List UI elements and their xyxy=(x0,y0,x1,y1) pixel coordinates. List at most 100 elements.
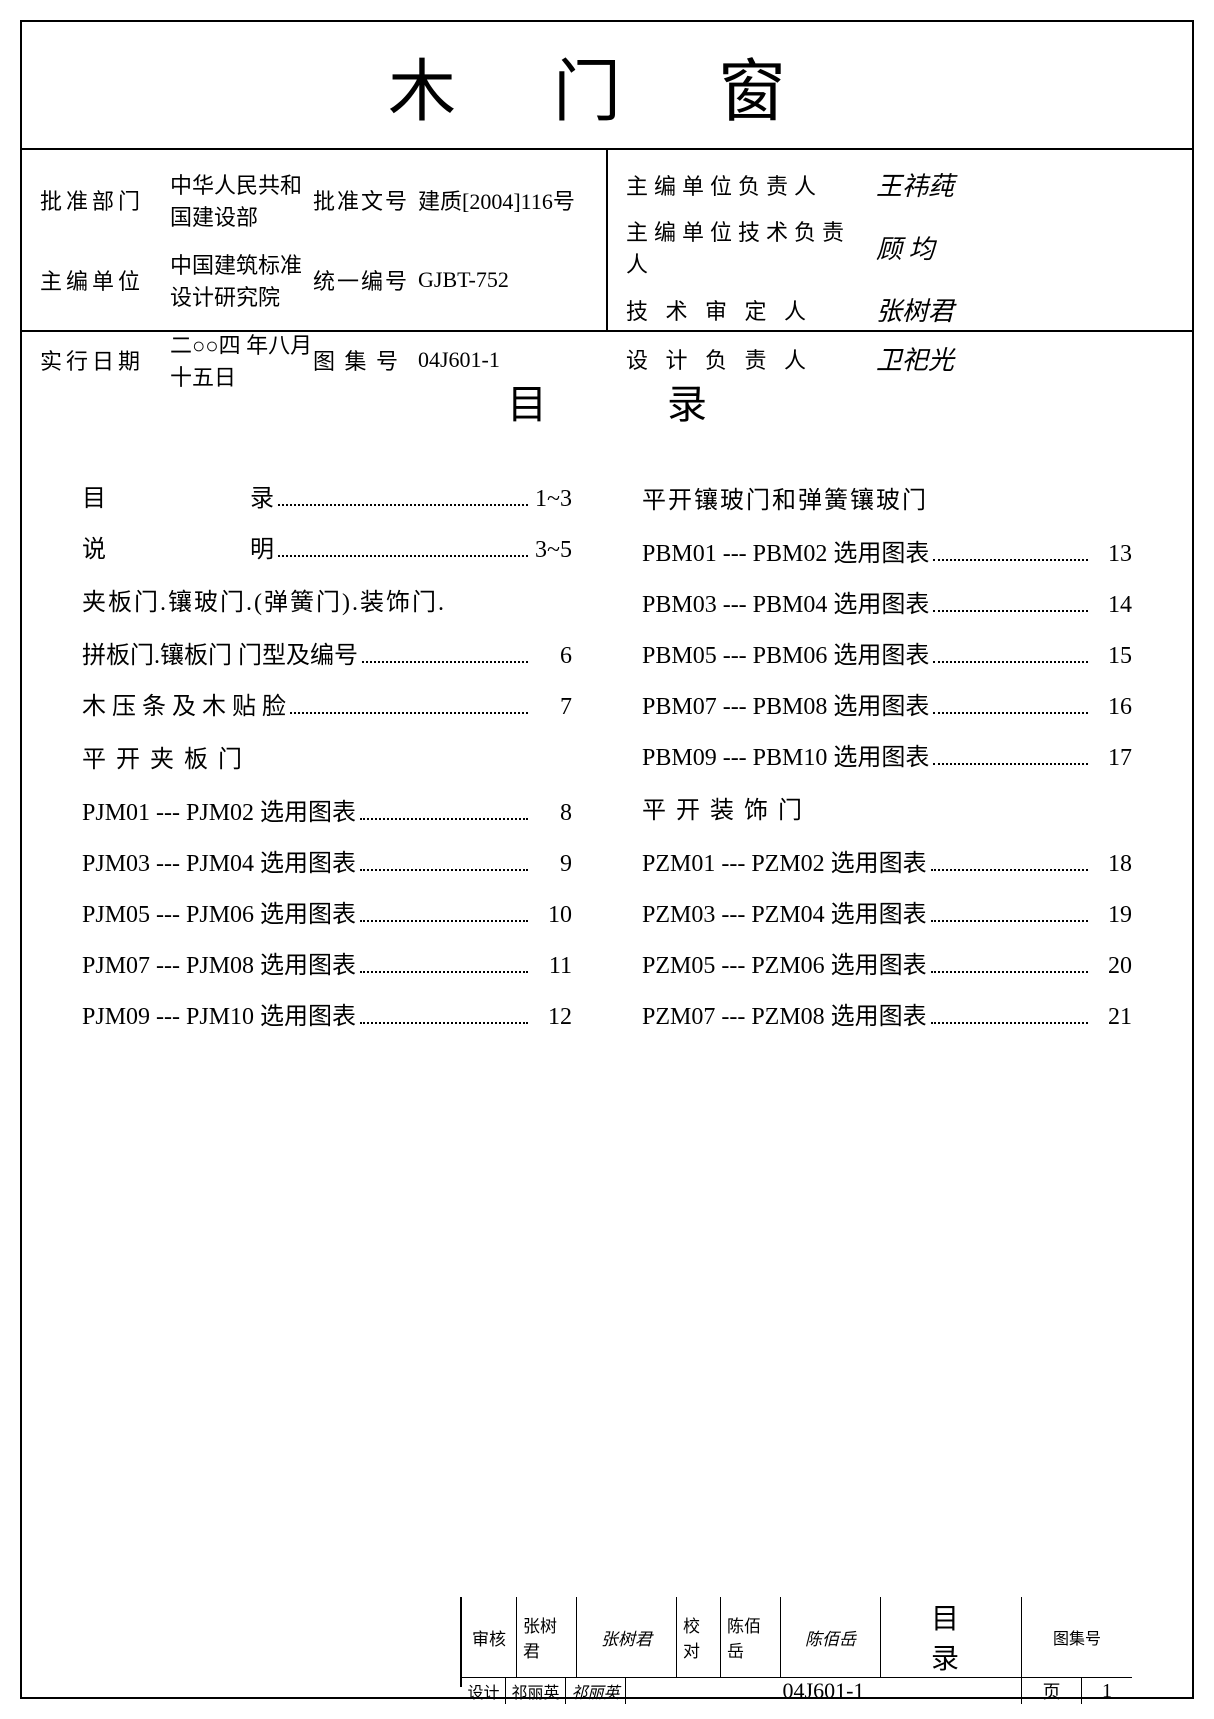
toc-item: PBM03 --- PBM04 选用图表 14 xyxy=(642,576,1132,627)
info-code: 建质[2004]116号 xyxy=(418,184,588,216)
footer-titleblock: 审核 张树君 张树君 校对 陈佰岳 陈佰岳 目录 图集号 设计 祁丽英 祁丽英 … xyxy=(460,1597,1132,1687)
toc-item-page: 11 xyxy=(532,953,572,980)
toc-item-page: 10 xyxy=(532,902,572,929)
toc-item-dots xyxy=(290,712,528,714)
info-row: 主编单位 中国建筑标准设计研究院 统一编号 GJBT-752 xyxy=(40,240,588,320)
toc-item: PBM01 --- PBM02 选用图表13 xyxy=(642,525,1132,576)
toc-item-page: 7 xyxy=(532,694,572,721)
toc-item: PJM01 --- PJM02 选用图表8 xyxy=(82,784,572,835)
footer-cell: 校对 xyxy=(677,1597,721,1677)
toc-item-label: 木 压 条 及 木 贴 脸 xyxy=(82,686,286,721)
toc-item-dots xyxy=(278,555,528,557)
toc-text: 夹板门.镶玻门.(弹簧门).装饰门. xyxy=(82,572,572,627)
toc-item-dots xyxy=(360,1022,528,1024)
toc-item-page: 18 xyxy=(1092,851,1132,878)
toc-item-label: PZM03 --- PZM04 选用图表 xyxy=(642,894,927,929)
info-code-label: 统一编号 xyxy=(313,264,418,296)
toc-item-page: 16 xyxy=(1092,694,1132,721)
toc-item-page: 1~3 xyxy=(532,486,572,513)
toc-item-label: PJM09 --- PJM10 选用图表 xyxy=(82,996,356,1031)
toc-columns: 目 录1~3说 明3~5夹板门.镶玻门.(弹簧门).装饰门.拼板门.镶板门 门型… xyxy=(82,470,1132,1597)
toc-item-label: PBM03 --- PBM04 选用图表 xyxy=(642,584,929,619)
toc-item-dots xyxy=(933,763,1088,765)
info-label: 批准部门 xyxy=(40,184,170,216)
toc-item-dots xyxy=(360,920,528,922)
toc-item: 目 录1~3 xyxy=(82,470,572,521)
toc-item-dots xyxy=(278,504,528,506)
footer-codelabel: 图集号 xyxy=(1022,1597,1132,1677)
sig-label: 技 术 审 定 人 xyxy=(626,294,876,326)
toc-item: PBM05 --- PBM06 选用图表15 xyxy=(642,627,1132,678)
toc-item-page: 3~5 xyxy=(532,537,572,564)
footer-cell: 陈佰岳 xyxy=(721,1597,781,1677)
toc-main: 目录 目 录1~3说 明3~5夹板门.镶玻门.(弹簧门).装饰门.拼板门.镶板门… xyxy=(22,332,1192,1697)
footer-row-top: 审核 张树君 张树君 校对 陈佰岳 陈佰岳 目录 图集号 xyxy=(462,1597,1132,1678)
info-right: 主编单位负责人 王祎莼 主编单位技术负责人 顾 均 技 术 审 定 人 张树君 … xyxy=(608,150,1192,330)
toc-heading: 平开镶玻门和弹簧镶玻门 xyxy=(642,470,1132,525)
toc-item-dots xyxy=(931,920,1088,922)
toc-item-page: 17 xyxy=(1092,745,1132,772)
toc-item-page: 6 xyxy=(532,643,572,670)
sig-value: 王祎莼 xyxy=(876,166,1174,203)
sig-row: 主编单位负责人 王祎莼 xyxy=(626,160,1174,209)
sig-label: 主编单位技术负责人 xyxy=(626,215,876,279)
toc-item-page: 20 xyxy=(1092,953,1132,980)
info-code: GJBT-752 xyxy=(418,267,588,293)
toc-item-dots xyxy=(360,971,528,973)
doc-title: 木 门 窗 xyxy=(388,36,826,135)
toc-right-col: 平开镶玻门和弹簧镶玻门PBM01 --- PBM02 选用图表13PBM03 -… xyxy=(642,470,1132,1597)
footer-pagenum: 1 xyxy=(1082,1678,1132,1704)
info-label: 主编单位 xyxy=(40,264,170,296)
info-left: 批准部门 中华人民共和国建设部 批准文号 建质[2004]116号 主编单位 中… xyxy=(22,150,608,330)
toc-item-label: PZM07 --- PZM08 选用图表 xyxy=(642,996,927,1031)
toc-item-page: 9 xyxy=(532,851,572,878)
toc-item: PZM01 --- PZM02 选用图表18 xyxy=(642,835,1132,886)
toc-item-label: PJM01 --- PJM02 选用图表 xyxy=(82,792,356,827)
footer-cell: 祁丽英 xyxy=(566,1678,626,1704)
toc-item-page: 14 xyxy=(1092,592,1132,619)
title-box: 木 门 窗 xyxy=(22,22,1192,150)
footer-pagelabel: 页 xyxy=(1022,1678,1082,1704)
toc-item: PJM03 --- PJM04 选用图表9 xyxy=(82,835,572,886)
toc-item-dots xyxy=(931,1022,1088,1024)
footer-cell: 审核 xyxy=(462,1597,517,1677)
toc-item: PJM05 --- PJM06 选用图表 10 xyxy=(82,886,572,937)
toc-item-page: 12 xyxy=(532,1004,572,1031)
toc-item-dots xyxy=(931,971,1088,973)
sig-value: 张树君 xyxy=(876,291,1174,328)
toc-item-label: PBM05 --- PBM06 选用图表 xyxy=(642,635,929,670)
toc-title: 目录 xyxy=(82,372,1132,430)
toc-item: PZM05 --- PZM06 选用图表 20 xyxy=(642,937,1132,988)
toc-item-page: 21 xyxy=(1092,1004,1132,1031)
toc-item: PZM07 --- PZM08 选用图表 21 xyxy=(642,988,1132,1039)
toc-item-label: PJM05 --- PJM06 选用图表 xyxy=(82,894,356,929)
footer-code: 04J601-1 xyxy=(626,1678,1022,1704)
footer-cell: 祁丽英 xyxy=(506,1678,566,1704)
info-box: 批准部门 中华人民共和国建设部 批准文号 建质[2004]116号 主编单位 中… xyxy=(22,150,1192,330)
toc-item: PJM07 --- PJM08 选用图表 11 xyxy=(82,937,572,988)
toc-item: 说 明3~5 xyxy=(82,521,572,572)
toc-item-label: 拼板门.镶板门 门型及编号 xyxy=(82,635,358,670)
footer-cell: 张树君 xyxy=(577,1597,677,1677)
toc-item: 木 压 条 及 木 贴 脸 7 xyxy=(82,678,572,729)
toc-item: PBM07 --- PBM08 选用图表16 xyxy=(642,678,1132,729)
toc-item-dots xyxy=(933,661,1088,663)
toc-item: 拼板门.镶板门 门型及编号 6 xyxy=(82,627,572,678)
page-frame: 木 门 窗 批准部门 中华人民共和国建设部 批准文号 建质[2004]116号 … xyxy=(20,20,1194,1699)
toc-item-label: PZM05 --- PZM06 选用图表 xyxy=(642,945,927,980)
toc-item-label: PBM09 --- PBM10 选用图表 xyxy=(642,737,929,772)
info-value: 中华人民共和国建设部 xyxy=(170,168,313,232)
toc-item-label: PJM07 --- PJM08 选用图表 xyxy=(82,945,356,980)
footer-bigtitle: 目录 xyxy=(881,1597,1022,1677)
footer-cell: 设计 xyxy=(462,1678,506,1704)
sig-row: 主编单位技术负责人 顾 均 xyxy=(626,209,1174,285)
toc-heading: 平 开 装 饰 门 xyxy=(642,780,1132,835)
toc-item-label: PBM01 --- PBM02 选用图表 xyxy=(642,533,929,568)
toc-item-dots xyxy=(360,869,528,871)
toc-item-dots xyxy=(933,712,1088,714)
info-value: 中国建筑标准设计研究院 xyxy=(170,248,313,312)
toc-item-dots xyxy=(933,610,1088,612)
toc-item-dots xyxy=(362,661,528,663)
toc-item-dots xyxy=(933,559,1088,561)
footer-cell: 张树君 xyxy=(517,1597,577,1677)
